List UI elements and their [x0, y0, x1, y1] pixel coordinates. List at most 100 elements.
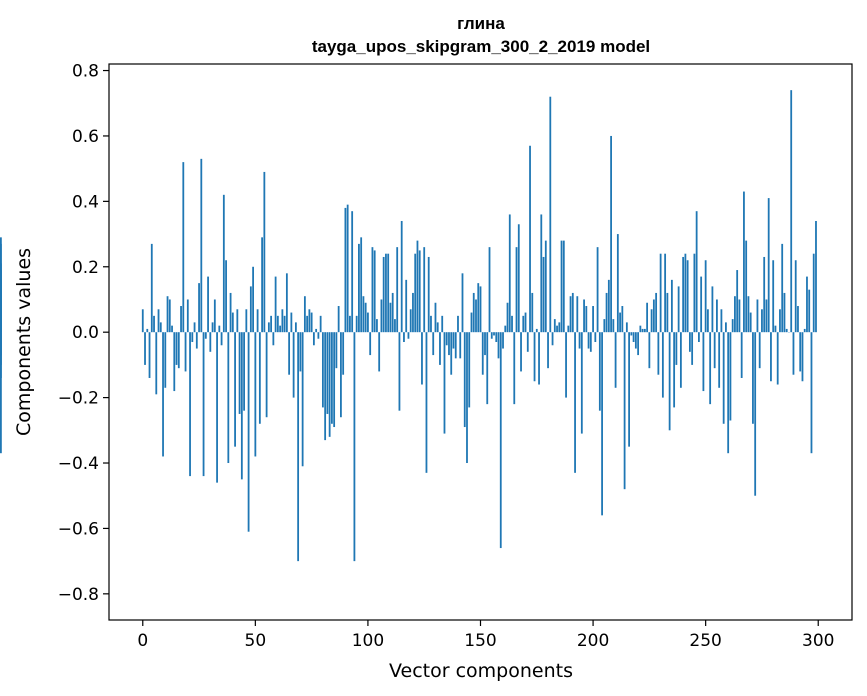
bar	[547, 332, 549, 369]
bar	[542, 256, 545, 333]
bar	[412, 292, 414, 333]
bar	[783, 292, 786, 333]
bar	[249, 286, 252, 333]
bar	[367, 312, 369, 333]
bar	[396, 247, 399, 333]
bar	[538, 332, 540, 385]
bar	[373, 250, 376, 333]
bar	[770, 332, 772, 382]
bar	[294, 322, 297, 333]
bar	[779, 309, 781, 333]
bar	[299, 332, 302, 372]
bar	[594, 332, 597, 342]
bar	[238, 332, 241, 414]
bar	[459, 332, 462, 359]
bar	[486, 332, 489, 405]
bar	[425, 332, 428, 473]
bar	[398, 332, 401, 411]
bar	[592, 306, 594, 333]
bar	[184, 332, 187, 372]
bar	[290, 312, 293, 333]
y-tick-label: 0.8	[72, 62, 99, 82]
bar	[531, 292, 534, 333]
bar	[454, 332, 457, 359]
bar	[808, 289, 811, 333]
bar	[272, 332, 275, 346]
bar	[533, 332, 536, 382]
bar	[781, 243, 784, 333]
bar	[556, 325, 558, 333]
bar	[571, 292, 574, 333]
bar	[731, 319, 734, 333]
bar	[195, 332, 198, 349]
bar	[457, 315, 459, 333]
bar	[234, 332, 236, 447]
bar	[666, 292, 669, 333]
bar	[400, 220, 403, 333]
bar	[416, 240, 419, 333]
bar	[693, 253, 696, 333]
bar	[204, 332, 207, 339]
bar	[803, 328, 806, 333]
bar	[743, 191, 745, 333]
bar	[772, 260, 775, 333]
bar	[301, 332, 304, 467]
bar	[526, 332, 529, 352]
bar	[661, 332, 664, 398]
bar	[472, 292, 475, 333]
bar	[801, 332, 804, 382]
bar	[319, 315, 322, 333]
bar	[612, 319, 615, 333]
x-axis-ticks: 0 50 100 150 200 250 300	[137, 620, 834, 651]
bar	[641, 328, 644, 333]
bar	[585, 306, 588, 333]
bar	[283, 315, 286, 333]
bar	[202, 332, 205, 477]
bar	[405, 279, 408, 333]
bar	[754, 332, 757, 496]
bar	[292, 332, 295, 398]
bar	[448, 332, 450, 356]
bar	[371, 247, 374, 333]
bar	[691, 332, 694, 365]
bar	[515, 247, 518, 333]
bar	[648, 332, 651, 369]
bar	[337, 306, 340, 333]
bar	[328, 332, 331, 437]
bar	[614, 332, 617, 388]
bar	[736, 270, 739, 333]
bar	[387, 253, 390, 333]
bar	[276, 315, 279, 333]
bar	[761, 309, 763, 333]
bar	[475, 299, 477, 333]
bar	[216, 332, 218, 483]
bar	[725, 322, 727, 333]
bar	[407, 332, 410, 339]
bar	[535, 328, 538, 333]
bar	[0, 332, 2, 356]
bar	[0, 279, 2, 333]
bar	[146, 328, 149, 333]
bar	[317, 332, 320, 339]
y-tick-label: 0.4	[72, 192, 99, 212]
bar	[495, 332, 498, 342]
bar	[610, 135, 612, 333]
bar	[508, 214, 511, 333]
bar	[511, 315, 513, 333]
bar	[218, 325, 221, 333]
bar	[378, 332, 381, 372]
bar	[790, 90, 793, 333]
bar	[544, 240, 547, 333]
bar	[263, 171, 266, 333]
bar	[175, 332, 178, 365]
bar	[625, 322, 628, 333]
bar	[252, 266, 254, 333]
bar	[265, 332, 268, 418]
bar	[312, 332, 315, 346]
bar	[540, 214, 543, 333]
bar	[806, 276, 808, 333]
bar	[240, 332, 243, 480]
bar	[394, 319, 396, 333]
bar	[414, 253, 417, 333]
bar	[477, 283, 480, 333]
